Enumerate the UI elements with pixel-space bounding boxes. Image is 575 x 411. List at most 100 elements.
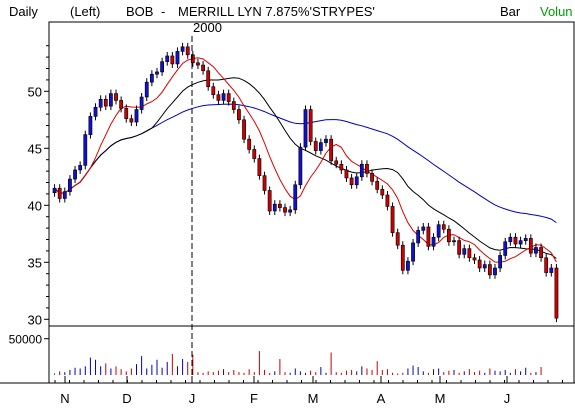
x-tick-label: A (377, 391, 386, 406)
candle (503, 241, 508, 256)
candle (175, 51, 180, 65)
candle (467, 248, 472, 259)
bar-style-button[interactable]: Bar (500, 4, 521, 19)
candle (216, 94, 221, 101)
short-moving-average-line (54, 57, 557, 263)
security-name: MERRILL LYN 7.875%'STRYPES' (178, 4, 375, 19)
candle (93, 106, 98, 117)
candle (190, 54, 195, 64)
candle (201, 64, 205, 72)
candle (457, 240, 462, 255)
candle (549, 267, 554, 273)
candle (421, 226, 426, 231)
x-tick-label: M (435, 391, 446, 406)
candle (283, 207, 287, 213)
candle (523, 238, 528, 241)
candle (462, 248, 467, 255)
candle (68, 178, 72, 192)
candle (160, 61, 164, 73)
candle (395, 232, 400, 246)
mid-moving-average-line (54, 77, 557, 259)
candle (513, 236, 518, 245)
candle (103, 98, 108, 107)
candle (365, 163, 369, 174)
candle (293, 184, 298, 211)
candle (339, 163, 344, 171)
candle (359, 163, 364, 178)
candle (206, 70, 211, 88)
candle (447, 228, 451, 243)
candle (185, 46, 190, 56)
candle (329, 138, 333, 162)
title-separator: - (161, 4, 166, 19)
candle (544, 257, 549, 273)
candle (237, 109, 241, 121)
candle (170, 55, 175, 65)
candle (52, 187, 57, 194)
candle (487, 264, 492, 276)
candle (431, 236, 436, 247)
candle (211, 86, 216, 96)
candle (534, 247, 538, 254)
y-tick-label: 40 (28, 198, 42, 213)
candle (416, 230, 421, 244)
candle (375, 181, 380, 190)
y-tick-label: 45 (28, 141, 42, 156)
candle (78, 165, 83, 171)
candle (119, 100, 124, 109)
candle (298, 146, 303, 186)
candle (257, 158, 262, 176)
candle (124, 108, 129, 119)
y-tick-label: 35 (28, 255, 42, 270)
x-tick-label: M (308, 391, 319, 406)
axis-side-label: (Left) (70, 4, 101, 19)
year-marker: 2000 (193, 20, 222, 35)
candle (57, 187, 62, 199)
candle (493, 267, 497, 276)
candle (344, 169, 349, 179)
candle (134, 109, 139, 123)
candle (482, 264, 487, 269)
candle (385, 194, 390, 207)
candle (508, 236, 513, 243)
x-tick-label: N (60, 391, 69, 406)
candle (278, 203, 282, 208)
candle (221, 93, 226, 101)
candle (308, 109, 313, 142)
candle (180, 46, 185, 52)
period-label[interactable]: Daily (9, 4, 38, 19)
price-panel-frame (48, 21, 575, 327)
volume-tick-label: 50000 (9, 333, 43, 347)
candle (400, 244, 405, 271)
candle (528, 238, 533, 254)
candle (144, 81, 149, 98)
candle (313, 141, 318, 151)
candle (472, 257, 477, 261)
candle (247, 138, 252, 150)
candle (411, 242, 415, 262)
candle (406, 260, 410, 271)
candle (242, 119, 246, 140)
candle (303, 109, 308, 148)
candle (539, 247, 543, 259)
candle (252, 149, 257, 159)
candle (62, 191, 67, 199)
candle (334, 160, 339, 165)
volume-tab[interactable]: Volun (540, 4, 573, 19)
candle (349, 177, 354, 186)
candle (518, 240, 523, 245)
candle (196, 62, 200, 66)
candle (354, 176, 359, 186)
x-tick-label: J (504, 391, 511, 406)
candle (155, 71, 159, 75)
candle (390, 206, 395, 233)
candle (324, 138, 328, 143)
candle (272, 203, 277, 212)
candle (98, 98, 103, 108)
candle (436, 224, 441, 238)
candle (83, 134, 88, 166)
symbol-label: BOB (126, 4, 154, 19)
candle (452, 240, 456, 243)
candle (441, 224, 446, 230)
